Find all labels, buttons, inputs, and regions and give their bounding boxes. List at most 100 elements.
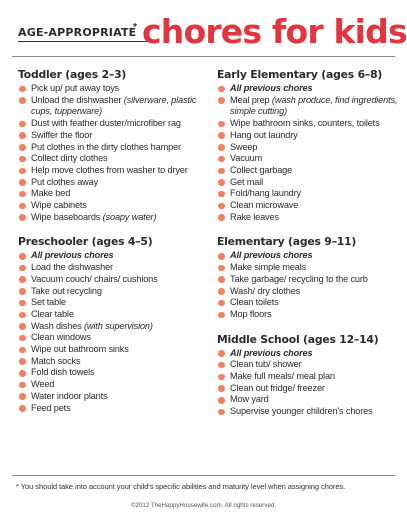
chore-item: Wipe baseboards (soapy water) xyxy=(18,212,208,224)
chore-item: Put clothes away xyxy=(18,177,208,189)
chore-text: All previous chores xyxy=(230,83,313,93)
chore-text: All previous chores xyxy=(230,250,313,261)
bullet-dot-icon xyxy=(19,179,26,186)
chore-text: Clean windows xyxy=(31,332,91,343)
chore-text: Sweep xyxy=(230,141,258,152)
section-title: Early Elementary (ages 6–8) xyxy=(217,68,383,81)
section-middle-school: Middle School (ages 12–14) All previous … xyxy=(217,333,402,418)
chore-item: Unload the dishwasher (silverware, plast… xyxy=(18,95,208,118)
chore-list: All previous chores Clean tub/ shower Make… xyxy=(217,348,402,418)
chore-item: Vacuum couch/ chairs/ cushions xyxy=(18,274,208,286)
chore-text: Wipe baseboards xyxy=(31,211,103,222)
bullet-dot-icon xyxy=(19,334,26,342)
chore-item: Mow yard xyxy=(217,394,402,406)
header-divider xyxy=(12,56,395,57)
bullet-dot-icon xyxy=(218,264,225,272)
chore-text: All previous chores xyxy=(230,347,313,358)
chore-text: Meal prep xyxy=(230,94,272,105)
section-title: Elementary (ages 9–11) xyxy=(217,235,357,249)
bullet-dot-icon xyxy=(19,323,26,330)
chore-item: Take garbage/ recycling to the curb xyxy=(217,274,402,286)
chore-item: Wash/ dry clothes xyxy=(217,286,402,298)
chore-item: Wash dishes (with supervision) xyxy=(18,321,208,333)
bullet-dot-icon xyxy=(19,381,26,389)
chore-text: Vacuum xyxy=(230,153,263,164)
bullet-dot-icon xyxy=(218,179,225,186)
chore-item: All previous chores xyxy=(217,83,402,95)
header: AGE-APPROPRIATE * chores for kids xyxy=(0,12,407,56)
chore-text: Clean toilets xyxy=(230,297,279,308)
chore-item: Get mail xyxy=(217,177,402,189)
chore-item: Weed xyxy=(18,379,208,391)
chore-text: Wipe cabinets xyxy=(31,200,87,211)
asterisk: * xyxy=(133,22,137,33)
chore-text: All previous chores xyxy=(31,250,114,261)
chore-note: (soapy water) xyxy=(102,211,157,222)
chore-list: Pick up/ put away toys Unload the dishwas… xyxy=(18,83,208,223)
bullet-dot-icon xyxy=(218,276,225,283)
chore-item: Make full meals/ meal plan xyxy=(217,371,402,383)
chore-item: Vacuum xyxy=(217,153,402,165)
chore-item: Hang out laundry xyxy=(217,130,402,142)
page-title: chores for kids xyxy=(142,12,407,51)
chore-item: Fold/hang laundry xyxy=(217,188,402,200)
bullet-dot-icon xyxy=(19,167,26,175)
chore-item: Mop floors xyxy=(217,309,402,321)
chore-text: Mow yard xyxy=(230,394,269,405)
bullet-dot-icon xyxy=(19,202,26,210)
bullet-dot-icon xyxy=(19,358,26,365)
chore-text: Wash/ dry clothes xyxy=(230,285,301,296)
bullet-dot-icon xyxy=(19,132,26,139)
chore-list: All previous chores Make simple meals Take… xyxy=(217,250,402,320)
footnote: * You should take into account your chil… xyxy=(16,482,346,491)
chore-text: Water indoor plants xyxy=(31,390,108,401)
section-title: Toddler (ages 2–3) xyxy=(18,68,127,81)
bullet-dot-icon xyxy=(19,393,26,400)
chore-text: Rake leaves xyxy=(230,211,279,222)
chore-item: Make simple meals xyxy=(217,262,402,274)
chore-item: Clean toilets xyxy=(217,297,402,309)
chore-text: Pick up/ put away toys xyxy=(31,83,120,93)
chore-item: Clean windows xyxy=(18,332,208,344)
section-preschooler: Preschooler (ages 4–5) All previous chor… xyxy=(18,235,208,414)
chore-item: Clean microwave xyxy=(217,200,402,212)
chore-text: Make full meals/ meal plan xyxy=(230,371,335,382)
chore-text: Wash dishes xyxy=(31,320,85,331)
chore-item: Clean tub/ shower xyxy=(217,359,402,371)
bullet-dot-icon xyxy=(218,373,225,381)
chore-text: Set table xyxy=(31,297,66,308)
section-toddler: Toddler (ages 2–3) Pick up/ put away toy… xyxy=(18,68,208,223)
bullet-dot-icon xyxy=(19,120,26,128)
chore-item: Take out recycling xyxy=(18,286,208,298)
chore-text: Fold dish towels xyxy=(31,367,95,378)
age-appropriate-label: AGE-APPROPRIATE xyxy=(18,26,159,42)
chore-item: Help move clothes from washer to dryer xyxy=(18,165,208,177)
bullet-dot-icon xyxy=(218,85,225,93)
chore-item: Load the dishwasher xyxy=(18,262,208,274)
bullet-dot-icon xyxy=(218,288,225,295)
chore-text: Load the dishwasher xyxy=(31,262,113,273)
chore-text: Put clothes away xyxy=(31,176,99,187)
bullet-dot-icon xyxy=(218,120,225,128)
chore-text: Collect dirty clothes xyxy=(31,153,108,164)
bullet-dot-icon xyxy=(218,350,225,357)
chore-text: Wipe out bathroom sinks xyxy=(31,344,129,355)
chore-item: Pick up/ put away toys xyxy=(18,83,208,95)
bullet-dot-icon xyxy=(218,311,225,319)
chore-item: Fold dish towels xyxy=(18,367,208,379)
chore-item: All previous chores xyxy=(217,250,402,262)
chore-item: Wipe out bathroom sinks xyxy=(18,344,208,356)
bullet-dot-icon xyxy=(218,144,225,151)
chore-item: Feed pets xyxy=(18,403,208,415)
chore-list: All previous chores Meal prep (wash produ… xyxy=(217,83,402,223)
bullet-dot-icon xyxy=(218,397,225,404)
bullet-dot-icon xyxy=(19,253,26,260)
chore-text: Clear table xyxy=(31,308,74,319)
section-title: Middle School (ages 12–14) xyxy=(217,332,379,346)
chore-note: (with supervision) xyxy=(84,320,153,331)
chore-item: Dust with feather duster/microfiber rag xyxy=(18,118,208,130)
chore-text: Take garbage/ recycling to the curb xyxy=(230,273,368,284)
bullet-dot-icon xyxy=(218,214,225,221)
bullet-dot-icon xyxy=(19,144,26,151)
